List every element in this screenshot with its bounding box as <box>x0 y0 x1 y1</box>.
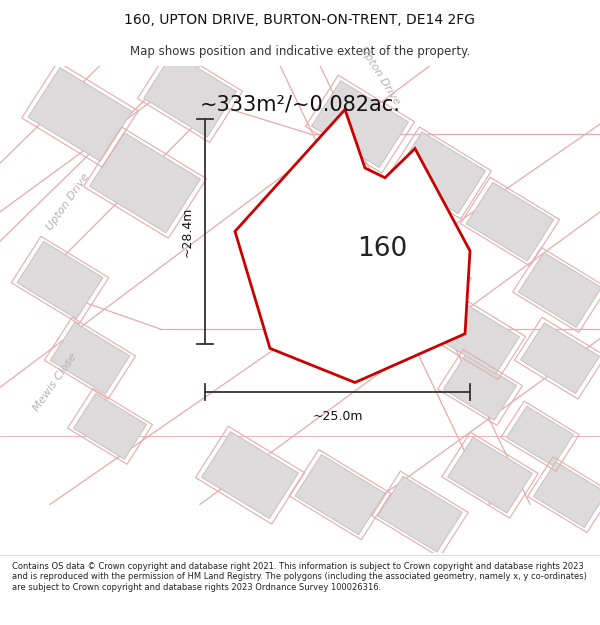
Polygon shape <box>443 354 517 420</box>
Polygon shape <box>466 182 554 261</box>
Text: ~25.0m: ~25.0m <box>312 410 363 423</box>
Polygon shape <box>377 476 463 552</box>
Polygon shape <box>518 253 600 328</box>
Text: Mewis Close: Mewis Close <box>31 352 79 413</box>
Text: Upton Drive: Upton Drive <box>358 44 402 106</box>
Polygon shape <box>202 432 298 519</box>
Polygon shape <box>235 109 470 382</box>
Polygon shape <box>295 454 385 534</box>
Polygon shape <box>28 68 132 161</box>
Polygon shape <box>394 132 485 214</box>
Polygon shape <box>143 52 236 137</box>
Text: 160: 160 <box>357 236 407 262</box>
Polygon shape <box>521 322 599 394</box>
Polygon shape <box>89 132 200 232</box>
Text: Contains OS data © Crown copyright and database right 2021. This information is : Contains OS data © Crown copyright and d… <box>12 562 587 591</box>
Polygon shape <box>50 322 130 394</box>
Polygon shape <box>374 239 466 321</box>
Polygon shape <box>73 394 146 459</box>
Polygon shape <box>506 406 574 466</box>
Polygon shape <box>533 462 600 528</box>
Text: Upton Drive: Upton Drive <box>45 172 91 232</box>
Text: ~28.4m: ~28.4m <box>181 206 193 256</box>
Text: ~333m²/~0.082ac.: ~333m²/~0.082ac. <box>200 94 400 114</box>
Polygon shape <box>440 303 520 374</box>
Polygon shape <box>311 81 409 168</box>
Text: Map shows position and indicative extent of the property.: Map shows position and indicative extent… <box>130 45 470 58</box>
Polygon shape <box>448 438 532 513</box>
Polygon shape <box>17 241 103 319</box>
Text: 160, UPTON DRIVE, BURTON-ON-TRENT, DE14 2FG: 160, UPTON DRIVE, BURTON-ON-TRENT, DE14 … <box>125 12 476 27</box>
